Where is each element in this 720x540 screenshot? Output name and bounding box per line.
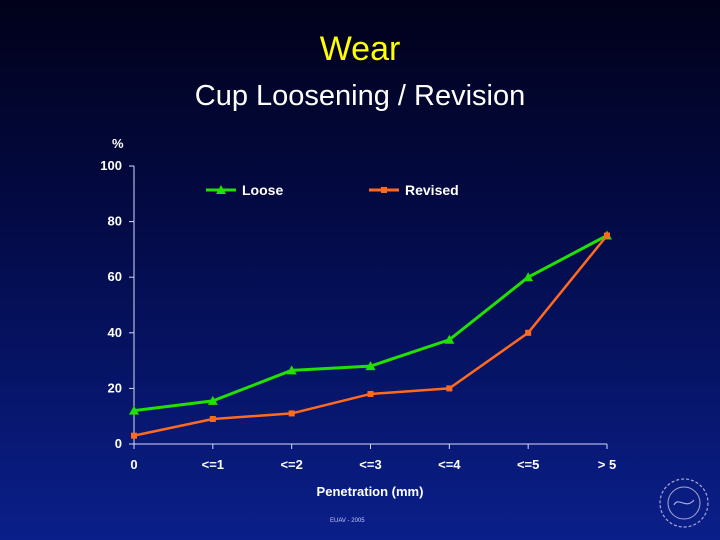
x-tick-label: <=2 [280, 457, 302, 472]
loose-data-point [444, 334, 455, 344]
loose-data-point [286, 365, 297, 375]
loose-legend-label: Loose [242, 182, 283, 198]
y-tick-label: 80 [108, 214, 122, 229]
revised-data-point [604, 232, 610, 239]
y-tick-label: 0 [115, 436, 122, 451]
society-seal-icon [659, 478, 709, 528]
chart-axes: 0 20 40 60 80 100 0 <=1 <=2 <=3 <=4 <=5 > 5 [100, 158, 616, 472]
x-axis-label: Penetration (mm) [317, 484, 424, 499]
y-axis-label: % [112, 136, 124, 151]
revised-data-point [525, 329, 532, 336]
y-tick-label: 100 [100, 158, 122, 173]
slide-title: Wear [319, 30, 401, 68]
revised-data-point [209, 415, 216, 422]
revised-data-point [131, 432, 137, 439]
x-tick-label: <=5 [517, 457, 539, 472]
chart-series [129, 230, 612, 439]
revised-legend-label: Revised [405, 182, 459, 198]
revised-data-point [288, 410, 295, 417]
x-tick-label: <=1 [202, 457, 224, 472]
x-tick-label: 0 [130, 457, 137, 472]
revised-series-line [133, 234, 608, 437]
footer-credit: EUAV - 2005 [330, 518, 365, 524]
loose-data-point [365, 361, 376, 371]
y-tick-label: 20 [108, 380, 122, 395]
x-tick-label: <=3 [359, 457, 381, 472]
revised-data-point [367, 390, 374, 397]
revised-data-point [446, 385, 453, 392]
x-tick-label: <=4 [438, 457, 461, 472]
loose-data-point [523, 272, 534, 282]
y-tick-label: 60 [108, 269, 122, 284]
slide-subtitle: Cup Loosening / Revision [194, 80, 526, 112]
revised-legend-marker [381, 187, 387, 193]
chart-legend: Loose Revised [206, 182, 459, 198]
y-tick-label: 40 [108, 325, 122, 340]
x-tick-label: > 5 [598, 457, 616, 472]
loose-legend-marker [216, 185, 226, 194]
loose-data-point [129, 405, 139, 415]
loose-data-point [207, 395, 218, 405]
